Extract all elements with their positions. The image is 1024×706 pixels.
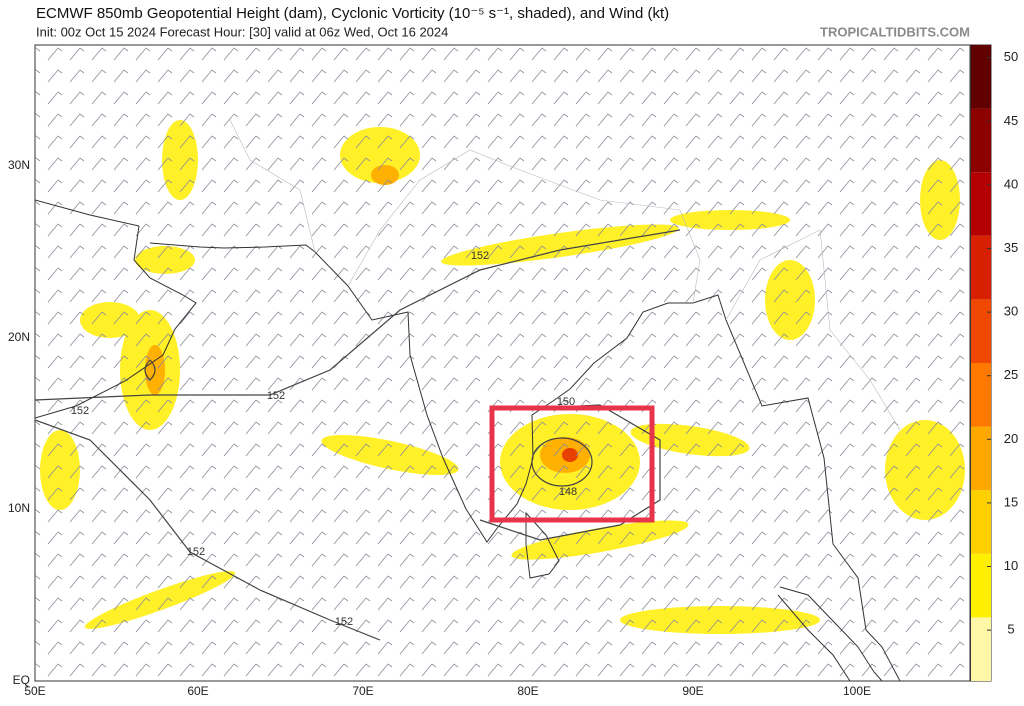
contour-label: 150: [557, 396, 575, 408]
contour-label: 152: [471, 250, 489, 262]
wind-barbs: [35, 45, 970, 681]
colorbar-label: 15: [1004, 494, 1018, 509]
colorbar-segment: [971, 235, 991, 300]
colorbar-segment: [971, 108, 991, 173]
colorbar-segment: [971, 363, 991, 427]
contour-label: 152: [335, 616, 353, 628]
coastlines: [35, 199, 901, 681]
title: ECMWF 850mb Geopotential Height (dam), C…: [36, 5, 669, 22]
colorbar-segment: [971, 299, 991, 363]
colorbar-label: 25: [1004, 367, 1018, 382]
subtitle: Init: 00z Oct 15 2024 Forecast Hour: [30…: [36, 24, 448, 39]
colorbar-label: 50: [1004, 49, 1018, 64]
colorbar-segment: [971, 172, 991, 236]
contour-label: 152: [187, 546, 205, 558]
colorbar-label: 35: [1004, 240, 1018, 255]
colorbar-segment: [971, 490, 991, 554]
lon-label: 80E: [517, 684, 538, 698]
borders: [229, 119, 901, 431]
lat-label: 20N: [8, 330, 30, 344]
contour-label: 152: [71, 405, 89, 417]
lon-label: 60E: [187, 684, 208, 698]
colorbar-label: 5: [1007, 622, 1014, 637]
colorbar-segment: [971, 426, 991, 491]
lon-label: 50E: [24, 684, 45, 698]
lon-label: 100E: [843, 684, 871, 698]
lat-label: 30N: [8, 158, 30, 172]
colorbar-label: 10: [1004, 558, 1018, 573]
colorbar-label: 45: [1004, 113, 1018, 128]
contour-label: 148: [559, 486, 577, 498]
contour-label: 152: [267, 390, 285, 402]
credit: TROPICALTIDBITS.COM: [820, 24, 970, 39]
colorbar-label: 30: [1004, 304, 1018, 319]
colorbar-label: 20: [1004, 431, 1018, 446]
lon-label: 90E: [682, 684, 703, 698]
colorbar-label: 40: [1004, 176, 1018, 191]
colorbar-segment: [971, 617, 991, 681]
map-body: [35, 45, 970, 681]
lat-label: EQ: [13, 673, 30, 687]
height-contours: [35, 229, 681, 641]
colorbar-segment: [971, 45, 991, 109]
lon-label: 70E: [352, 684, 373, 698]
colorbar-segment: [971, 553, 991, 618]
lat-label: 10N: [8, 501, 30, 515]
highlight-box: [489, 405, 655, 523]
